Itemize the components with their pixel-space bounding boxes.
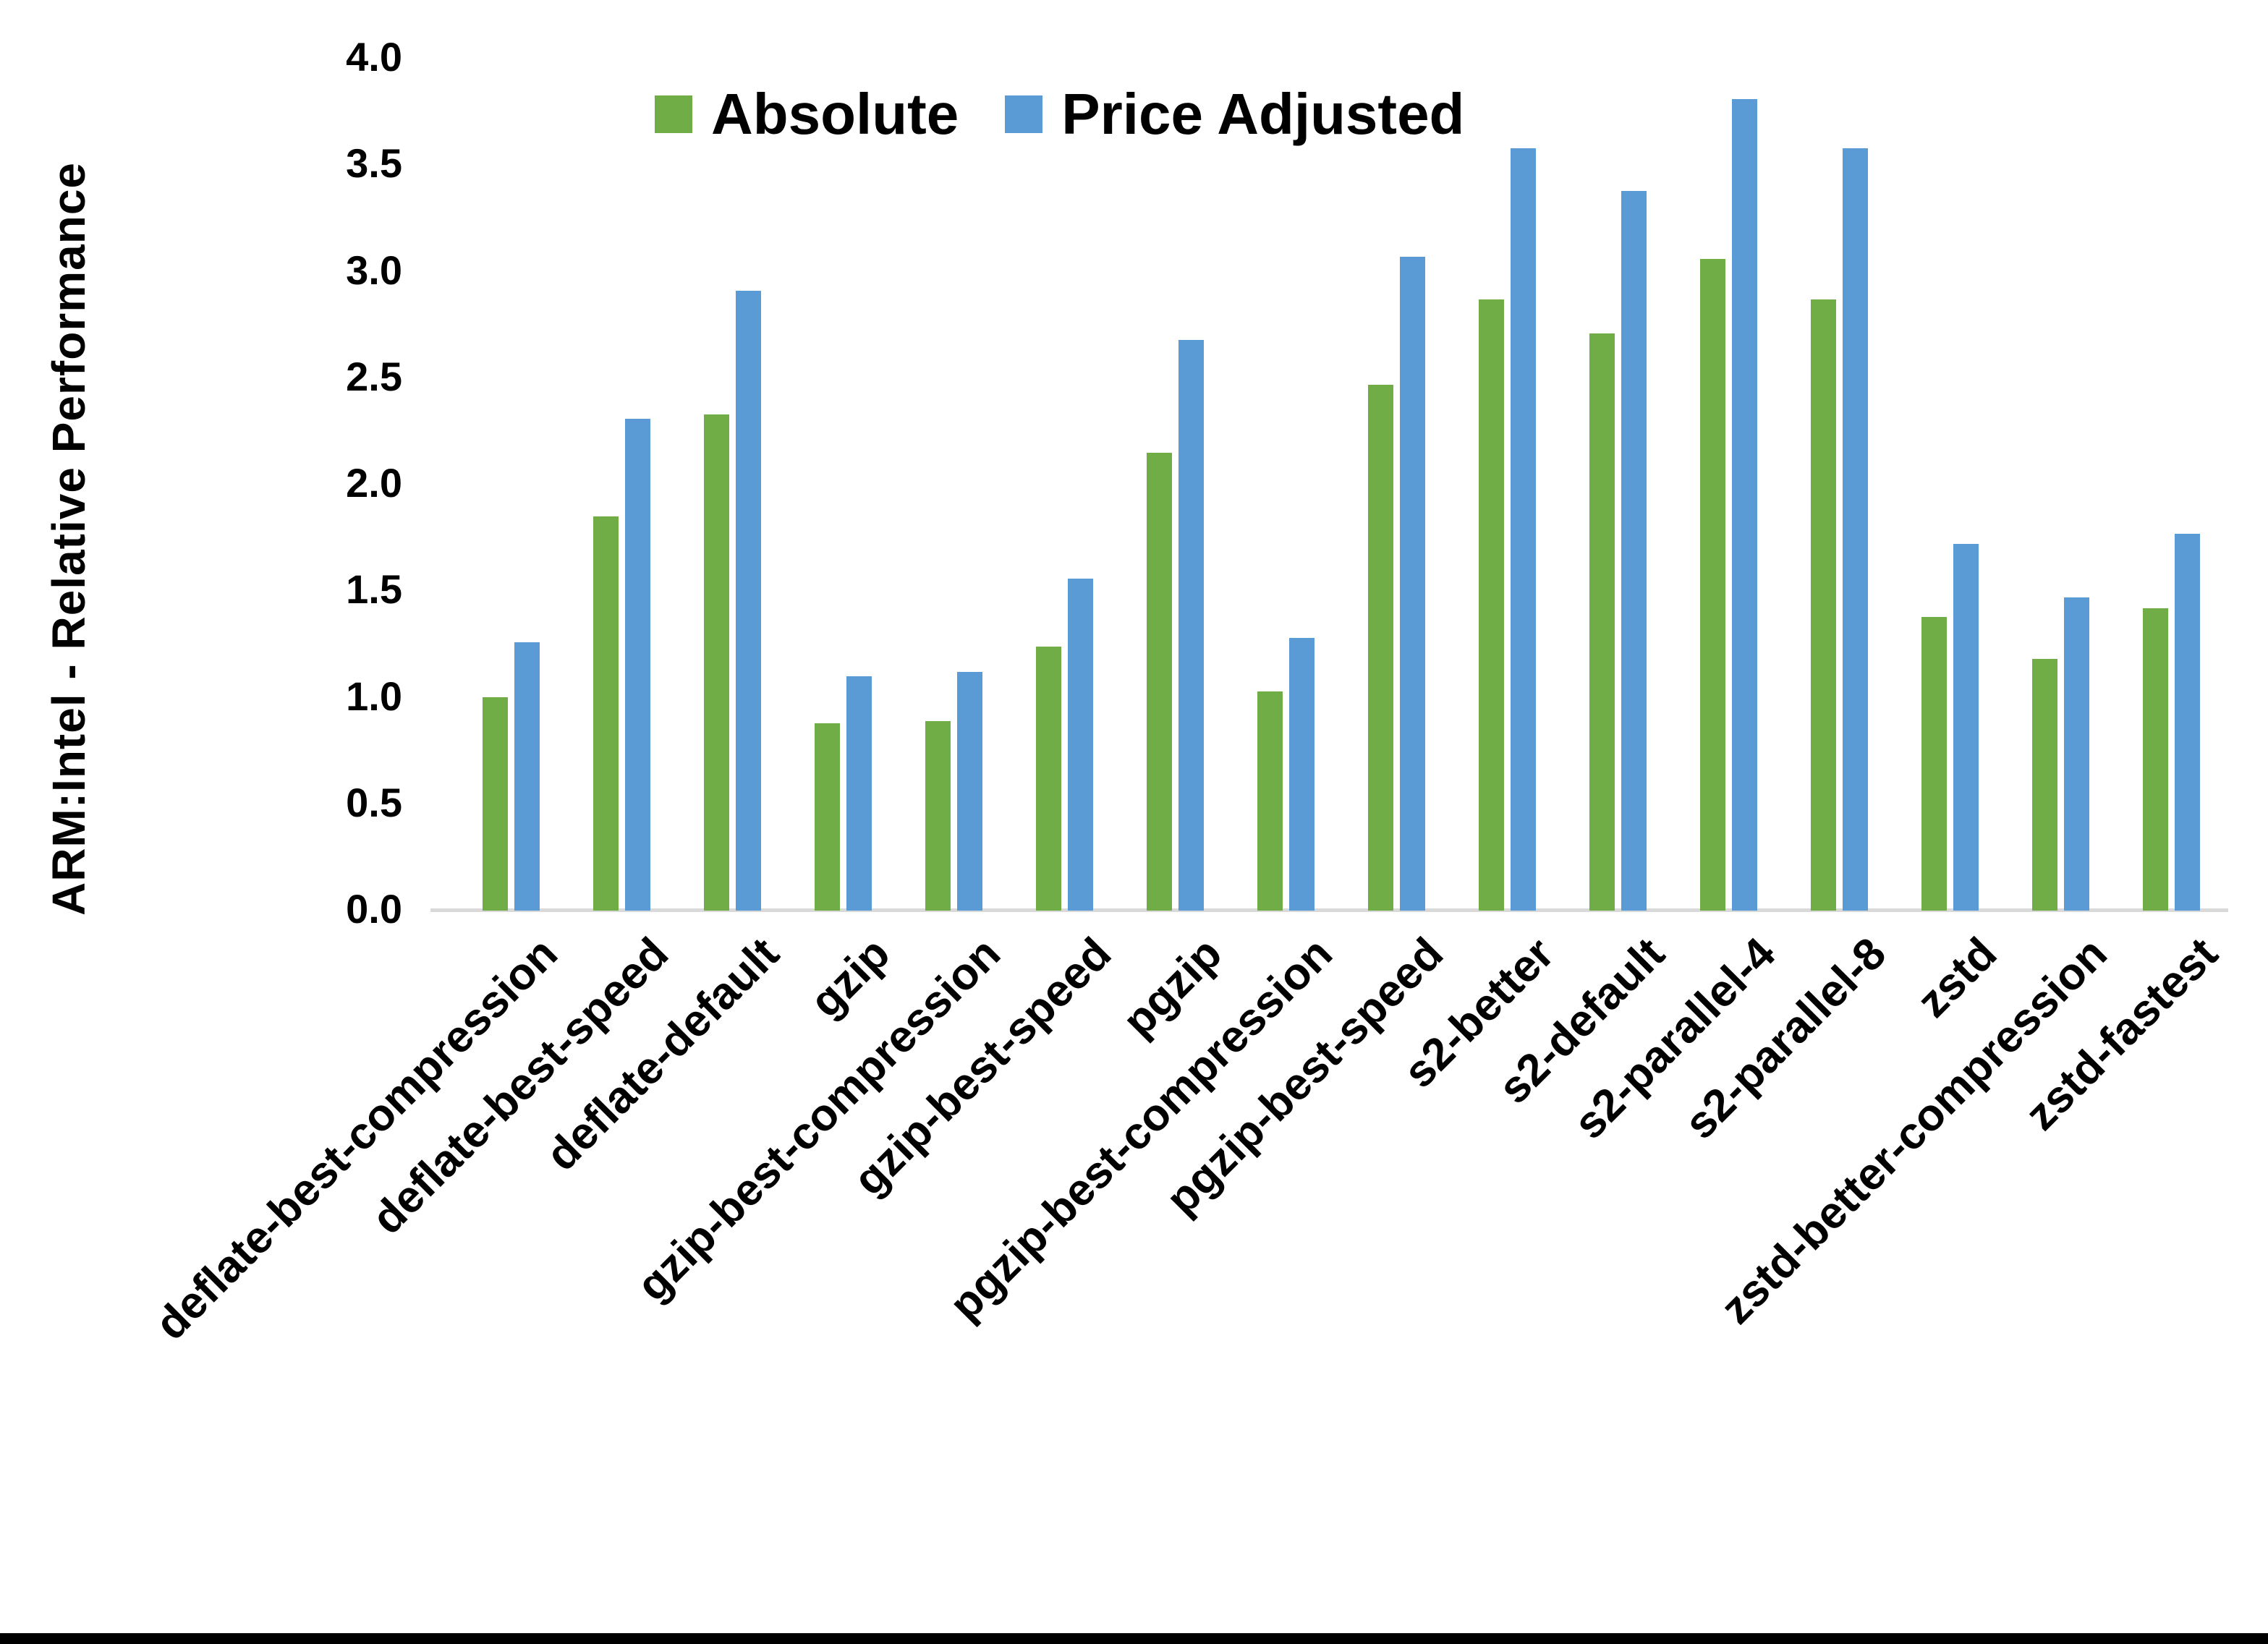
absolute-bar-s2-parallel-4 xyxy=(1700,259,1725,911)
absolute-bar-pgzip-best-speed xyxy=(1368,385,1393,911)
y-tick-label: 2.0 xyxy=(346,459,402,506)
x-category-label-deflate-best-compression: deflate-best-compression xyxy=(145,928,567,1350)
absolute-bar-zstd-better-compression xyxy=(2032,659,2057,911)
price-adjusted-bar-s2-parallel-4 xyxy=(1732,99,1757,911)
absolute-bar-deflate-default xyxy=(704,414,729,911)
legend-label-price-adjusted: Price Adjusted xyxy=(1061,82,1465,146)
absolute-bar-deflate-best-speed xyxy=(593,516,619,911)
price-adjusted-bar-gzip-best-speed xyxy=(1068,579,1093,911)
bottom-edge-bar xyxy=(0,1633,2268,1644)
price-adjusted-bar-pgzip xyxy=(1178,340,1204,911)
price-adjusted-bar-gzip-best-compression xyxy=(957,672,982,911)
absolute-bar-s2-parallel-8 xyxy=(1811,299,1836,911)
absolute-bar-zstd xyxy=(1921,617,1947,911)
legend-label-absolute: Absolute xyxy=(711,82,959,146)
price-adjusted-bar-s2-better xyxy=(1511,148,1536,911)
absolute-bar-gzip xyxy=(815,723,840,911)
price-adjusted-bar-zstd-better-compression xyxy=(2064,597,2089,911)
y-tick-label: 1.0 xyxy=(346,673,402,719)
price-adjusted-series-swatch-icon xyxy=(1005,95,1043,133)
absolute-bar-pgzip-best-compression xyxy=(1257,691,1283,911)
absolute-bar-zstd-fastest xyxy=(2143,608,2168,911)
y-tick-label: 3.5 xyxy=(346,140,402,187)
y-tick-label: 3.0 xyxy=(346,247,402,293)
absolute-bar-s2-default xyxy=(1589,333,1615,911)
y-tick-label: 4.0 xyxy=(346,33,402,80)
y-tick-label: 1.5 xyxy=(346,566,402,613)
absolute-bar-gzip-best-speed xyxy=(1036,647,1061,911)
legend: Absolute Price Adjusted xyxy=(655,85,1464,143)
y-tick-label: 0.0 xyxy=(346,885,402,932)
price-adjusted-bar-s2-parallel-8 xyxy=(1843,148,1868,911)
absolute-bar-pgzip xyxy=(1147,453,1172,911)
x-axis-baseline xyxy=(430,908,2228,912)
price-adjusted-bar-zstd xyxy=(1953,544,1979,911)
y-tick-label: 0.5 xyxy=(346,779,402,825)
price-adjusted-bar-zstd-fastest xyxy=(2175,534,2200,911)
price-adjusted-bar-s2-default xyxy=(1621,191,1647,911)
absolute-bar-gzip-best-compression xyxy=(925,721,951,911)
absolute-bar-deflate-best-compression xyxy=(483,697,508,911)
absolute-bar-s2-better xyxy=(1479,299,1504,911)
x-category-label-zstd: zstd xyxy=(1907,928,2006,1028)
y-axis-title: ARM:Intel - Relative Performance xyxy=(43,161,95,916)
price-adjusted-bar-pgzip-best-speed xyxy=(1400,257,1425,911)
absolute-series-swatch-icon xyxy=(655,95,692,133)
price-adjusted-bar-deflate-best-speed xyxy=(625,419,650,911)
price-adjusted-bar-deflate-best-compression xyxy=(514,642,540,911)
price-adjusted-bar-pgzip-best-compression xyxy=(1289,638,1314,911)
y-tick-label: 2.5 xyxy=(346,353,402,399)
price-adjusted-bar-deflate-default xyxy=(736,291,761,911)
price-adjusted-bar-gzip xyxy=(846,676,872,911)
x-category-label-gzip: gzip xyxy=(800,928,899,1028)
legend-item-price-adjusted: Price Adjusted xyxy=(1005,85,1464,143)
legend-item-absolute: Absolute xyxy=(655,85,959,143)
